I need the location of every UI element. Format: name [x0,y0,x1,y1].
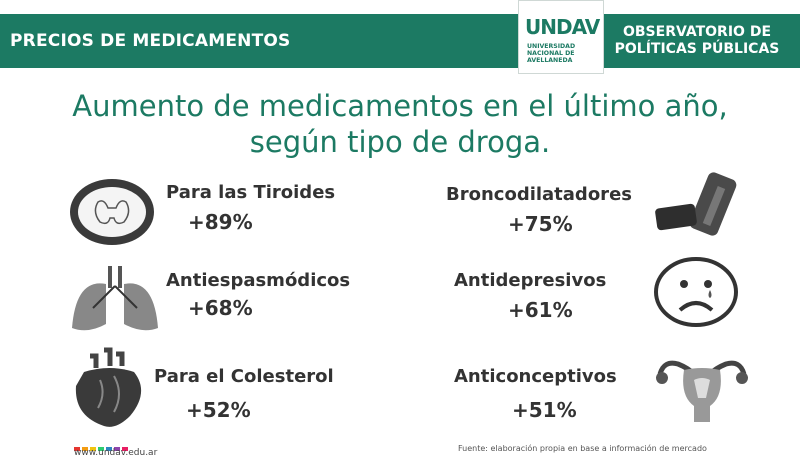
item-value-antidepressants: +61% [508,298,573,322]
logo-sub1: UNIVERSIDAD [527,43,576,50]
logo-sub2: NACIONAL DE [527,50,575,57]
observatory-label: OBSERVATORIO DE POLÍTICAS PÚBLICAS [602,24,792,58]
item-name-antidepressants: Antidepresivos [454,270,607,291]
main-title-line1: Aumento de medicamentos en el último año… [72,89,728,123]
logo-wordmark: UNDAV [525,15,600,39]
footer-dot [90,447,96,451]
item-name-antispasmodics: Antiespasmódicos [166,270,351,291]
footer-dot [106,447,112,451]
observatory-line1: OBSERVATORIO DE [622,24,772,40]
footer-source: Fuente: elaboración propia en base a inf… [458,444,707,453]
item-value-cholesterol: +52% [186,398,251,422]
observatory-line2: POLÍTICAS PÚBLICAS [614,41,780,57]
item-name-contraceptives: Anticonceptivos [454,366,617,387]
main-title-line2: según tipo de droga. [249,125,551,159]
thyroid-icon [70,179,154,245]
header-title: PRECIOS DE MEDICAMENTOS [10,31,291,51]
footer-dot [122,447,128,451]
lungs-icon [72,266,158,331]
item-value-bronchodilators: +75% [508,212,573,236]
logo-sub3: AVELLANEDA [527,57,573,64]
inhaler-icon [655,172,737,236]
footer-dot [114,447,120,451]
heart-icon [75,347,142,427]
item-value-antispasmodics: +68% [188,296,253,320]
item-name-cholesterol: Para el Colesterol [154,366,334,387]
footer-dot [74,447,80,451]
sad-face-icon [654,257,738,327]
footer-color-dots [74,438,130,456]
item-value-contraceptives: +51% [512,398,577,422]
main-title: Aumento de medicamentos en el último año… [0,88,800,160]
uterus-icon [656,360,748,422]
header-bar: PRECIOS DE MEDICAMENTOS OBSERVATORIO DE … [0,14,800,68]
footer-url: www.undav.edu.ar [74,448,158,458]
footer-dot [98,447,104,451]
item-name-thyroid: Para las Tiroides [166,182,336,203]
undav-logo: UNDAV UNIVERSIDAD NACIONAL DE AVELLANEDA [518,0,604,74]
footer-dot [82,447,88,451]
item-name-bronchodilators: Broncodilatadores [446,184,632,205]
item-value-thyroid: +89% [188,210,253,234]
